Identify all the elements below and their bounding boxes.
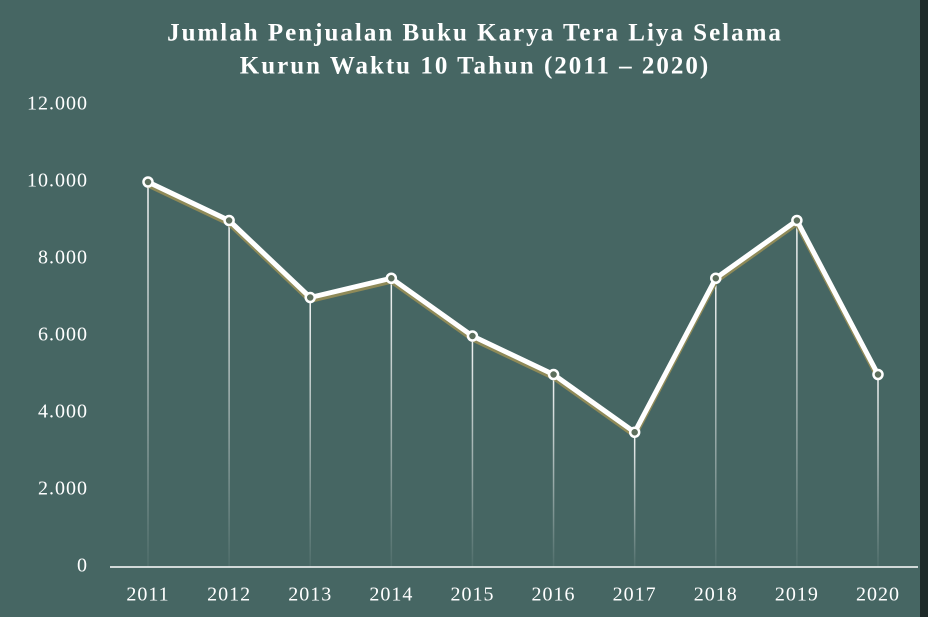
point (304, 291, 316, 304)
chart-title: Kurun Waktu 10 Tahun (2011 – 2020) (240, 53, 710, 80)
y-tick-label: 2.000 (38, 478, 88, 500)
point (872, 368, 884, 381)
y-tick-label: 8.000 (38, 247, 88, 269)
line (146, 179, 881, 435)
drop-line (877, 374, 879, 567)
drop-line (147, 182, 149, 567)
x-tick-label: 2012 (207, 584, 251, 606)
x-tick-label: 2017 (613, 584, 657, 606)
point (466, 330, 479, 342)
x-tick-label: 2014 (369, 584, 413, 606)
x-tick-label: 2015 (450, 584, 494, 606)
y-tick-label: 0 (77, 555, 88, 577)
x-tick-label: 2020 (856, 584, 900, 606)
point (628, 426, 641, 438)
x-tick-label: 2013 (288, 584, 332, 606)
drop-line (309, 297, 311, 567)
point (547, 368, 560, 381)
drop-line (796, 220, 798, 567)
point (142, 176, 154, 188)
drop-line (552, 374, 555, 567)
x-tick-label: 2011 (126, 584, 169, 606)
point (223, 214, 235, 227)
x-tick-label: 2016 (532, 584, 576, 606)
point (710, 272, 722, 284)
y-tick-label: 4.000 (38, 401, 88, 423)
y-tick-label: 6.000 (38, 324, 88, 346)
drop-line (471, 336, 474, 567)
y-tick-label: 12.000 (27, 93, 88, 115)
chart-title: Jumlah Penjualan Buku Karya Tera Liya Se… (167, 20, 783, 47)
x-tick-label: 2019 (775, 584, 819, 606)
point (791, 214, 803, 227)
drop-line (228, 220, 230, 567)
drop-line (715, 278, 717, 567)
point (385, 272, 398, 284)
drop-line (390, 278, 393, 567)
x-tick-label: 2018 (694, 584, 738, 606)
y-tick-label: 10.000 (27, 170, 88, 192)
drop-line (633, 432, 636, 567)
